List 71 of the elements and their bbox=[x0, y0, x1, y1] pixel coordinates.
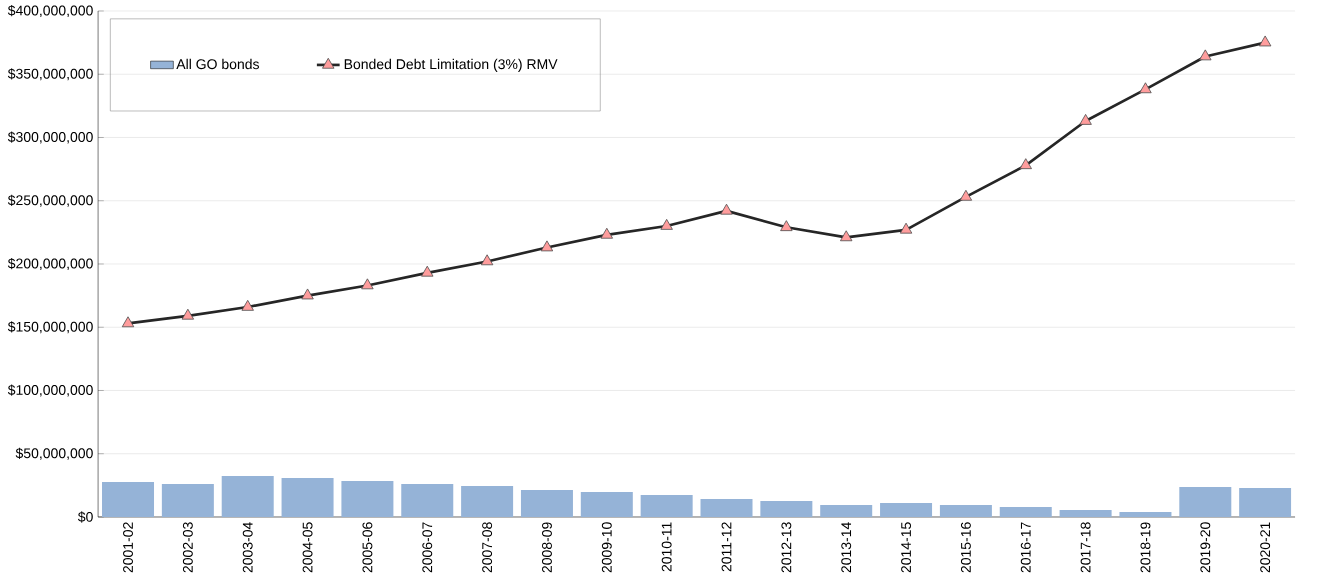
point bbox=[421, 265, 434, 277]
bar bbox=[1239, 487, 1292, 517]
x-tick-label: 2017-18 bbox=[1080, 522, 1091, 573]
point bbox=[1139, 82, 1152, 94]
x-tick-label: 2006-07 bbox=[422, 522, 433, 573]
point bbox=[480, 254, 494, 266]
bar bbox=[700, 499, 753, 517]
point bbox=[361, 278, 374, 290]
point bbox=[1199, 49, 1212, 61]
x-tick-label: 2004-05 bbox=[302, 522, 313, 573]
x-tick-label: 2012-13 bbox=[781, 522, 792, 573]
bar bbox=[161, 484, 214, 517]
y-tick-label: $300,000,000 bbox=[7, 131, 93, 144]
point bbox=[181, 308, 195, 320]
point bbox=[660, 218, 673, 230]
x-tick-label: 2019-20 bbox=[1200, 522, 1211, 573]
y-tick-label: $350,000,000 bbox=[7, 68, 93, 81]
point bbox=[899, 222, 913, 234]
point bbox=[720, 203, 733, 215]
x-tick-label: 2005-06 bbox=[362, 522, 373, 573]
point bbox=[1019, 158, 1032, 170]
bar bbox=[939, 504, 992, 517]
x-tick-label: 2018-19 bbox=[1140, 522, 1151, 573]
x-tick-label: 2010-11 bbox=[661, 522, 672, 572]
x-tick-label: 2020-21 bbox=[1260, 522, 1271, 573]
bar bbox=[1119, 511, 1172, 517]
x-tick-label: 2007-08 bbox=[482, 522, 493, 573]
point bbox=[600, 227, 613, 239]
x-tick-label: 2001-02 bbox=[123, 522, 133, 573]
point bbox=[959, 189, 973, 201]
bar bbox=[640, 494, 693, 517]
point bbox=[121, 316, 135, 328]
bar bbox=[281, 478, 334, 517]
legend-label: Bonded Debt Limitation (3%) RMV bbox=[344, 58, 558, 72]
point bbox=[780, 220, 793, 232]
bar bbox=[102, 481, 155, 517]
point bbox=[1258, 35, 1272, 47]
y-tick-label: $150,000,000 bbox=[7, 321, 93, 334]
bar bbox=[1179, 487, 1232, 517]
y-tick-label: $250,000,000 bbox=[7, 194, 93, 207]
y-tick-label: $0 bbox=[77, 511, 93, 523]
x-tick-label: 2008-09 bbox=[542, 522, 552, 573]
bar bbox=[461, 485, 514, 517]
x-tick-label: 2003-04 bbox=[242, 522, 253, 573]
point bbox=[540, 240, 554, 252]
y-tick-label: $200,000,000 bbox=[7, 257, 93, 271]
y-tick-label: $400,000,000 bbox=[7, 4, 93, 18]
x-tick-label: 2009-10 bbox=[601, 522, 612, 573]
bar bbox=[880, 503, 933, 517]
bar bbox=[341, 480, 394, 517]
y-tick-label: $50,000,000 bbox=[15, 447, 93, 460]
x-tick-label: 2016-17 bbox=[1020, 522, 1031, 573]
bar bbox=[1059, 510, 1112, 517]
bar bbox=[401, 484, 454, 517]
x-tick-label: 2011-12 bbox=[721, 522, 732, 572]
point bbox=[241, 299, 254, 311]
bar bbox=[760, 501, 813, 517]
x-tick-label: 2013-14 bbox=[841, 522, 852, 573]
point bbox=[840, 230, 853, 242]
bar bbox=[221, 476, 274, 517]
point bbox=[301, 288, 314, 300]
x-tick-label: 2014-15 bbox=[901, 522, 912, 573]
y-tick-label: $100,000,000 bbox=[7, 384, 93, 397]
legend-label: All GO bonds bbox=[176, 58, 259, 70]
x-tick-label: 2002-03 bbox=[182, 522, 193, 573]
bar bbox=[580, 491, 633, 517]
point bbox=[1079, 113, 1092, 125]
bar bbox=[999, 506, 1052, 517]
bar bbox=[520, 490, 573, 517]
x-tick-label: 2015-16 bbox=[960, 522, 971, 573]
bar bbox=[820, 504, 873, 517]
